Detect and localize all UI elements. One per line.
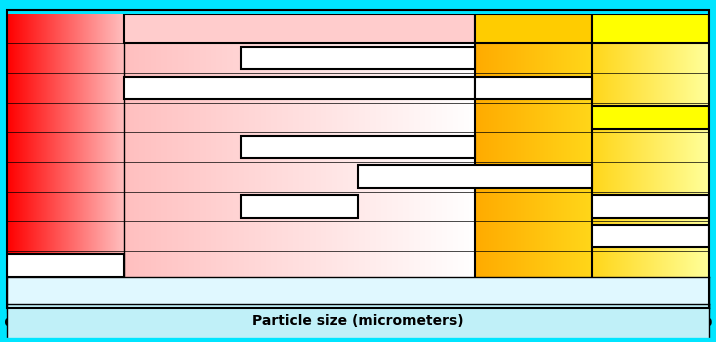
Bar [124,14,475,43]
Bar [592,195,709,218]
Bar [241,195,358,218]
Bar [475,77,592,99]
Bar [7,254,124,277]
Bar [241,136,475,158]
Bar [592,14,709,43]
Text: Particle size (micrometers): Particle size (micrometers) [252,315,464,328]
Bar [592,225,709,247]
Bar [592,106,709,129]
Bar [475,14,592,43]
Bar [241,47,475,69]
Bar [358,166,592,188]
Bar [124,77,475,99]
